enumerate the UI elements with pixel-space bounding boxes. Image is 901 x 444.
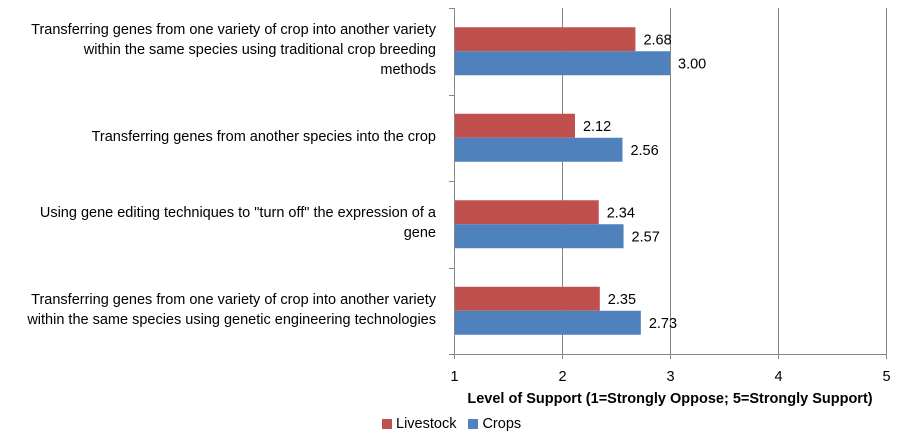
data-label: 2.68 (643, 32, 671, 48)
legend-swatch-livestock (382, 419, 392, 429)
legend-item-crops: Crops (468, 416, 521, 432)
category-label-line: Using gene editing techniques to "turn o… (39, 205, 436, 222)
category-label-line: gene (403, 225, 436, 242)
category-label: Transferring genes from another species … (0, 127, 436, 147)
legend-swatch-crops (468, 419, 479, 429)
value-labels: 2.68 3.00 2.12 2.56 2.34 2.57 2.35 2.73 (583, 32, 706, 332)
bar-crops (455, 310, 641, 335)
x-tick-labels: 1 2 3 4 5 (450, 369, 890, 385)
category-label-line: Transferring genes from one variety of c… (31, 22, 436, 39)
x-tick-label: 2 (558, 369, 566, 385)
legend: Livestock Crops (382, 416, 533, 432)
legend-label-livestock: Livestock (396, 416, 457, 432)
category-label: Using gene editing techniques to "turn o… (0, 203, 436, 243)
bar-crops (455, 137, 623, 162)
data-label: 3.00 (678, 56, 706, 72)
bar-crops (455, 51, 670, 76)
bar-crops (455, 224, 624, 249)
category-label: Transferring genes from one variety of c… (0, 290, 436, 330)
data-label: 2.56 (630, 143, 658, 159)
bar-livestock (455, 200, 599, 225)
data-label: 2.57 (632, 229, 660, 245)
category-label-line: within the same species using genetic en… (27, 311, 436, 328)
bar-livestock (455, 27, 636, 52)
category-label-line: methods (380, 62, 436, 79)
data-label: 2.73 (649, 316, 677, 332)
data-label: 2.12 (583, 119, 611, 135)
category-label-line: Transferring genes from another species … (91, 128, 436, 145)
legend-label-crops: Crops (482, 416, 522, 432)
data-label: 2.35 (608, 292, 636, 308)
data-label: 2.34 (607, 205, 635, 221)
bars (455, 27, 670, 335)
category-label-line: within the same species using traditiona… (83, 42, 436, 59)
bar-livestock (455, 286, 600, 311)
x-tick-label: 4 (774, 369, 782, 385)
legend-item-livestock: Livestock (382, 416, 456, 432)
x-axis-title: Level of Support (1=Strongly Oppose; 5=S… (467, 391, 873, 407)
category-label: Transferring genes from one variety of c… (0, 20, 436, 80)
x-tick-label: 1 (450, 369, 458, 385)
x-tick-label: 3 (666, 369, 674, 385)
category-label-line: Transferring genes from one variety of c… (31, 291, 436, 308)
x-tick-label: 5 (882, 369, 890, 385)
bar-livestock (455, 113, 575, 138)
